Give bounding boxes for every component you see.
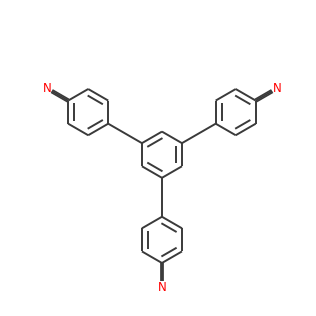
Text: N: N	[158, 281, 166, 294]
Text: N: N	[43, 82, 52, 95]
Text: N: N	[272, 82, 281, 95]
